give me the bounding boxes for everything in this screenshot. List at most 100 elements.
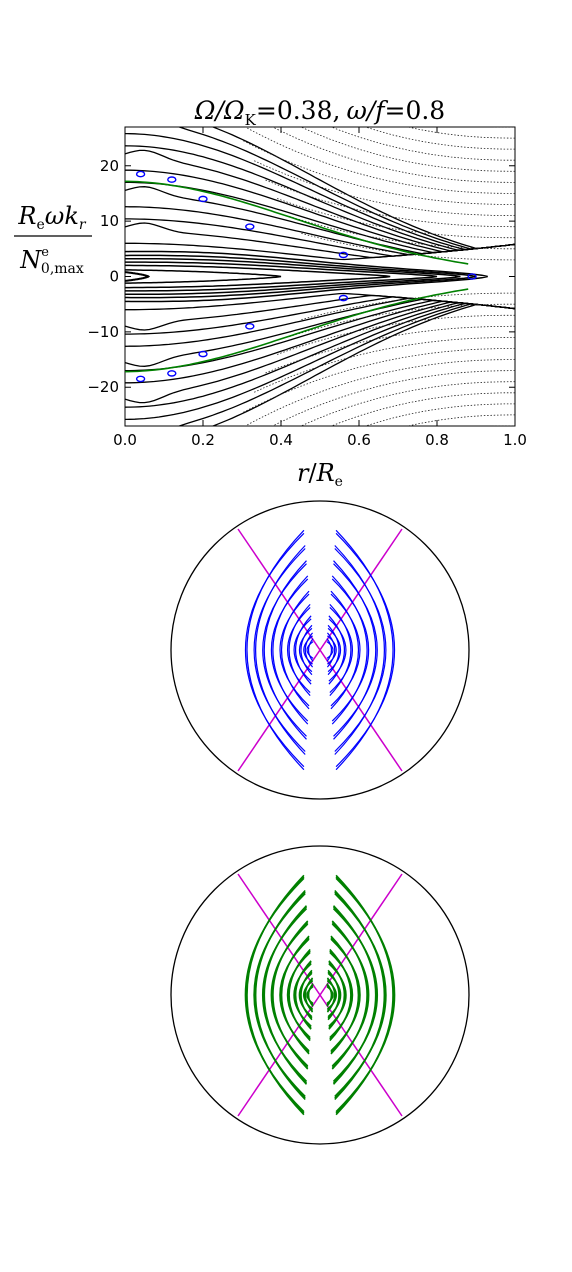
title-freq-symbol: ω/f [346,96,388,125]
trajectory-line [125,302,515,408]
ray-arc [326,632,336,668]
ray-arc [253,548,306,752]
ray-arc [281,590,310,710]
ray-arc [334,892,387,1098]
trajectory-line [125,258,461,295]
trajectory-line [125,271,151,282]
ray-arc [270,578,309,722]
ray-arc [328,615,346,685]
trajectory-dotted [244,127,515,194]
trajectories [125,127,515,426]
x-ticks: 0.0 0.2 0.4 0.6 0.8 1.0 [113,127,527,449]
trajectory-dotted [265,179,515,228]
green-trajectory [125,180,469,265]
ray-arc [331,578,370,722]
blue-marker [338,294,349,302]
ray-arc [303,635,313,665]
trajectory-line [125,301,515,404]
ray-arc [327,635,337,665]
ray-paths [244,874,396,1116]
ray-arc [330,590,359,710]
title-omega-ratio: Ω/Ω [194,96,245,125]
ray-arc [330,593,361,707]
ylabel-num-rest: ωk [45,202,79,230]
y-axis-label: Reωkr Ne 0,max [14,202,92,277]
x-tick-label: 0.0 [113,431,137,449]
y-tick-label: 10 [100,212,119,230]
ray-arc [331,575,368,725]
ray-arc [293,618,312,682]
ray-arc [335,529,394,771]
ray-diagram-green [170,845,470,1145]
trajectory-dotted [271,370,515,426]
ray-arc [287,606,311,694]
ray-arc [244,877,305,1113]
trajectory-dotted [253,337,515,393]
critical-boundary [237,528,403,772]
ray-arc [304,632,314,668]
ylabel-num-rest-sub: r [79,217,87,233]
trajectory-dotted [330,127,515,161]
ray-arc [326,638,333,662]
trajectory-dotted [406,127,515,139]
ray-arc [306,641,314,659]
ray-arc [328,963,347,1027]
blue-marker [338,251,349,259]
trajectory-line [125,250,488,303]
trajectory-dotted [271,127,515,183]
trajectory-line [125,149,515,252]
sphere-outline [170,500,470,800]
x-axis-label: r/Re [297,459,343,490]
blue-marker [135,375,146,383]
ylabel-den: N [19,246,42,274]
blue-marker [467,273,477,280]
trajectory-dotted [253,160,515,216]
title-freq-value: =0.8 [385,96,446,125]
trajectory-dotted [265,325,515,374]
ray-arc [255,545,306,755]
trajectory-dotted [288,303,515,338]
ray-arc [307,638,314,662]
ray-arc [333,563,378,737]
sphere-outline [170,845,470,1145]
ray-arc [328,618,347,682]
y-ticks: 20 10 0 −10 −20 [87,157,515,396]
xlabel-R: R [316,459,335,487]
ray-arc [279,938,310,1052]
ray-arc [294,615,312,685]
trajectory-dotted [300,127,515,172]
y-tick-label: 0 [109,268,119,286]
xlabel-sub: e [335,474,343,490]
ray-arc [335,532,396,768]
ray-diagram-blue [170,500,470,800]
trajectory-line [211,127,515,250]
trajectory-dotted [276,198,515,239]
trajectory-line [125,145,515,251]
ray-arc [329,606,353,694]
blue-marker [198,350,208,358]
trajectory-line [125,302,515,421]
trajectory-line [177,127,515,250]
ray-arc [272,575,309,725]
ray-arc [293,963,312,1027]
blue-marker [245,323,255,330]
x-tick-label: 0.8 [425,431,449,449]
trajectory-line [211,303,515,426]
ray-arc [302,980,314,1010]
title-omega-value: =0.38, [256,96,341,125]
ray-arc [286,951,311,1039]
ray-arc [329,951,354,1039]
plot-area: 0.0 0.2 0.4 0.6 0.8 1.0 20 10 0 −10 −20 [87,126,527,449]
trajectory-dotted [406,414,515,426]
ray-arc [326,985,334,1005]
blue-marker [245,223,255,230]
ray-arc [329,603,352,697]
x-tick-label: 0.6 [347,431,371,449]
ray-paths [244,529,396,771]
ray-arc [262,563,307,737]
ray-arc [270,923,309,1067]
ray-arc [327,624,340,676]
ray-arc [334,548,387,752]
ray-arc [306,985,314,1005]
